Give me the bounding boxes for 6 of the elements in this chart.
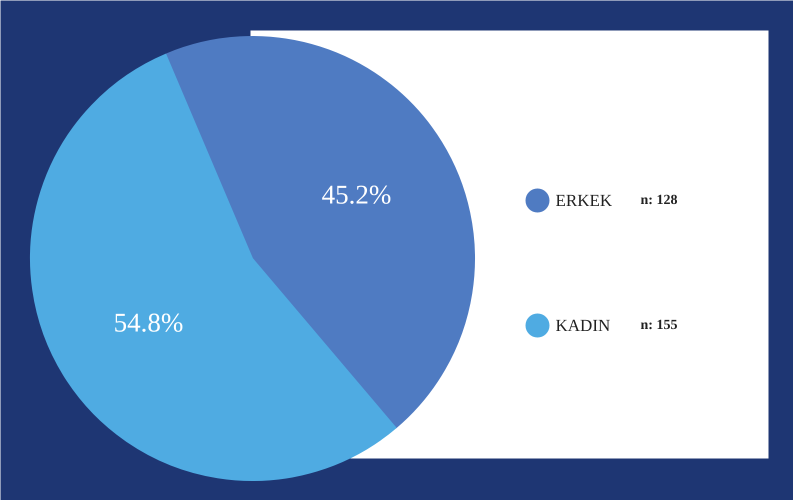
data-label: 54.8% — [114, 308, 184, 338]
legend-label: ERKEK — [556, 191, 613, 210]
data-label: 45.2% — [322, 179, 392, 210]
text: n: 128 — [640, 193, 678, 208]
legend-label: KADIN — [556, 316, 610, 335]
text: n: 155 — [640, 318, 678, 333]
